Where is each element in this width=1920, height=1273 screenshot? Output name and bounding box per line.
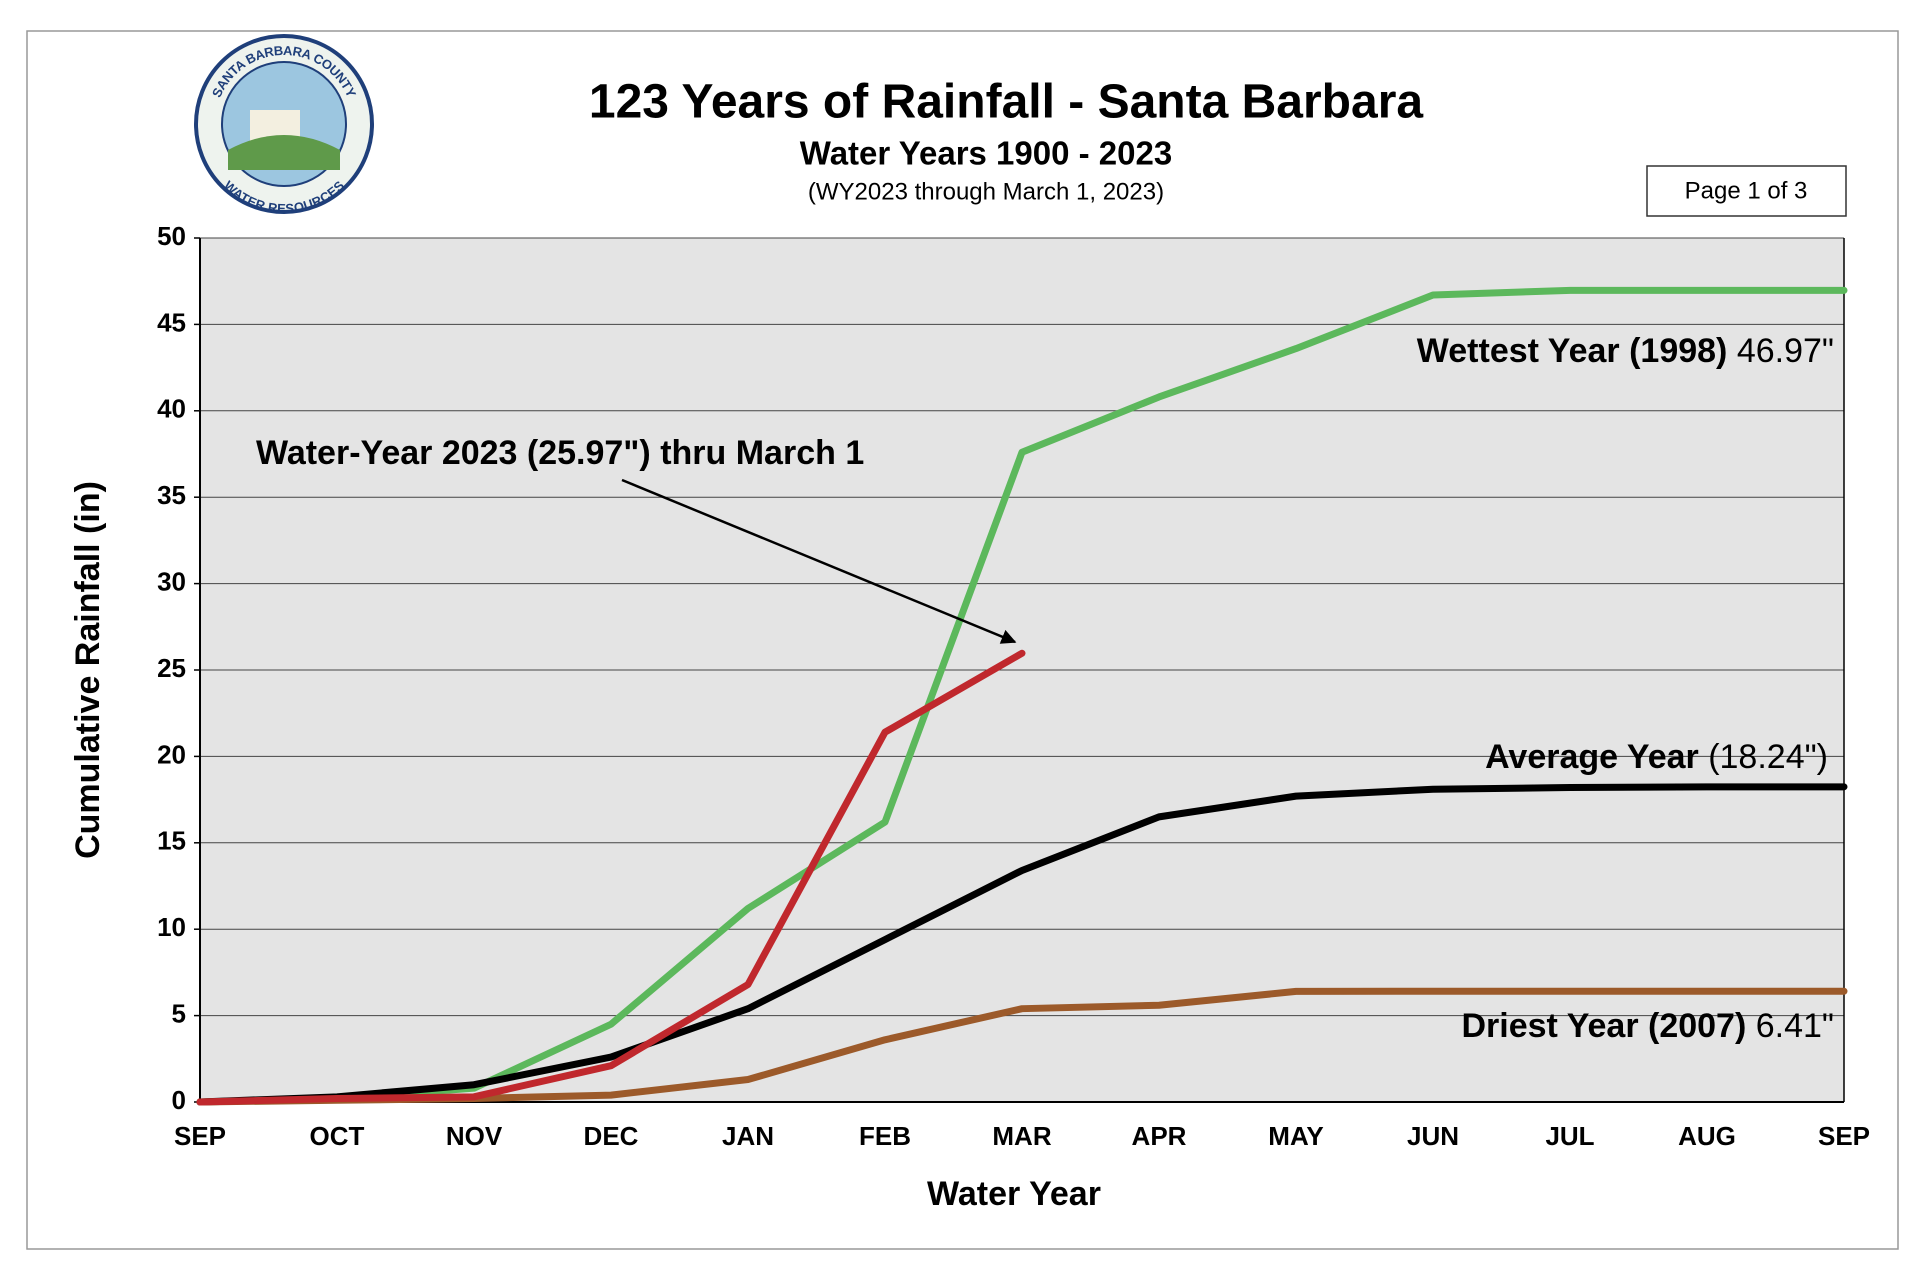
lines [196,286,1848,1106]
y-tick-label: 30 [157,566,186,596]
y-tick-label: 50 [157,221,186,251]
page-label: Page 1 of 3 [1685,177,1808,204]
x-tick-label: SEP [1818,1121,1870,1151]
y-tick-label: 15 [157,826,186,856]
y-tick-label: 35 [157,480,186,510]
x-tick-label: MAR [992,1121,1051,1151]
x-tick-label: NOV [446,1121,503,1151]
grid [194,237,1845,1103]
y-tick-label: 5 [172,998,186,1028]
annotation: Average Year (18.24") [1485,738,1828,776]
x-tick-label: DEC [584,1121,639,1151]
x-tick-label: MAY [1268,1121,1323,1151]
y-tick-label: 20 [157,739,186,769]
labels: 0 5 10 15 20 25 30 35 40 45 50 SEP OCT NOV DEC JAN FEB MA… [157,221,1870,1151]
y-tick-label: 0 [172,1085,186,1115]
annotation-arrow [621,478,1017,644]
annotation-bold: Driest Year (2007) [1462,1007,1747,1045]
y-tick-label: 10 [157,912,186,942]
y-tick-label: 45 [157,307,186,337]
chart-subtitle: Water Years 1900 - 2023 [800,135,1172,172]
annotation: Wettest Year (1998) 46.97" [1417,332,1834,370]
x-tick-label: JAN [722,1121,774,1151]
annotation: Water-Year 2023 (25.97") thru March 1 [256,434,864,472]
chart-title: 123 Years of Rainfall - Santa Barbara [589,76,1423,129]
annotation-value: 46.97" [1727,332,1834,370]
x-tick-label: JUL [1545,1121,1594,1151]
series-line [196,783,1848,1106]
annotation-bold: Average Year [1485,738,1699,776]
annotation-bold: Water-Year 2023 (25.97") thru March 1 [256,434,864,472]
y-tick-label: 40 [157,394,186,424]
x-tick-label: JUN [1407,1121,1459,1151]
chart-note: (WY2023 through March 1, 2023) [808,178,1164,205]
y-axis-label: Cumulative Rainfall (in) [69,481,107,859]
x-tick-label: OCT [310,1121,365,1151]
annotation-value: (18.24") [1699,738,1828,776]
logo: SANTA BARBARA COUNTY WATER RESOURCES [194,34,374,217]
annotation-bold: Wettest Year (1998) [1417,332,1728,370]
x-tick-label: APR [1132,1121,1187,1151]
annotation: Driest Year (2007) 6.41" [1462,1007,1835,1045]
x-tick-label: SEP [174,1121,226,1151]
page-box [1646,165,1847,217]
x-axis-label: Water Year [927,1175,1101,1213]
annotation-value: 6.41" [1746,1007,1834,1045]
series-line [196,649,1026,1106]
y-tick-label: 25 [157,653,186,683]
x-tick-label: FEB [859,1121,911,1151]
x-tick-label: AUG [1678,1121,1736,1151]
